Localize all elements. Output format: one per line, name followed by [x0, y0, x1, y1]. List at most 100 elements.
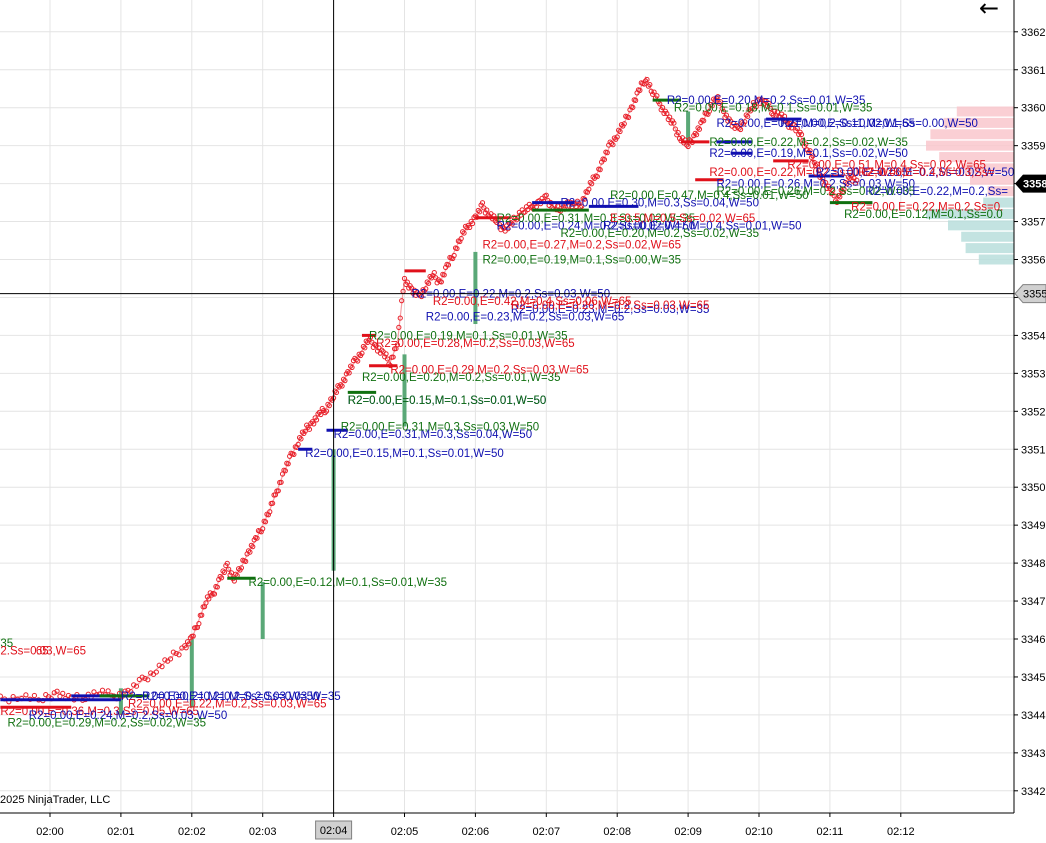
price-tick-dot — [384, 356, 391, 362]
y-axis-tick-label: 3348 — [1021, 558, 1045, 570]
price-tick-dot — [318, 411, 324, 418]
price-tick-dot — [238, 565, 245, 571]
level-annotation: R2=0.00,E=0.23,M=0.2,Ss=0.03,W=65 — [426, 311, 625, 323]
price-tick-dot — [696, 126, 703, 132]
y-axis-tick-label: 3352 — [1021, 406, 1045, 418]
price-tick-dot — [302, 428, 308, 434]
price-tick-dot — [424, 279, 430, 285]
y-axis-tick-label: 3345 — [1021, 672, 1045, 684]
x-axis-tick-label: 02:10 — [745, 826, 773, 838]
price-tick-dot — [735, 124, 741, 130]
y-axis-tick-label: 3343 — [1021, 748, 1045, 760]
x-axis-tick-label: 02:08 — [603, 826, 631, 838]
y-axis-tick-label: 3362 — [1021, 27, 1045, 39]
price-tick-dot — [823, 179, 829, 186]
price-tick-dot — [247, 549, 253, 555]
price-tick-dot — [176, 652, 182, 658]
y-axis-tick-label: 3346 — [1021, 634, 1045, 646]
level-annotation: R2=0.00,E=0.31,M=0.3,Ss=0.04,W=50 — [334, 429, 533, 441]
level-annotation: R2=0.00,E=0.47,M=0.4,Ss=0.01,W=50 — [610, 190, 809, 202]
price-tick-dot — [852, 180, 859, 186]
price-tick-dot — [345, 368, 351, 375]
level-annotation: R2=0.00,E=0.26,M=0.2,Ss=0.03,W=50 — [716, 179, 915, 191]
price-tick-dot — [275, 488, 281, 494]
level-annotation: R2=0.00,E=0.26,M=0.2,Ss=0.02,W=35 — [716, 186, 915, 198]
price-tick-dot — [340, 376, 347, 382]
price-tick-dot — [426, 280, 432, 286]
price-tick-dot — [659, 104, 666, 111]
price-tick-dot — [841, 186, 847, 192]
price-tick-dot — [749, 106, 755, 112]
level-annotation: R2=0.00,E=0.29,M=0.2,Ss=0.02,W=35 — [7, 717, 206, 729]
volume-profile-bar — [983, 197, 1014, 208]
price-tick-dot — [460, 229, 466, 235]
price-tick-dot — [715, 94, 721, 100]
level-annotation: R2=0.00,E=0.22,M=0.2,Ss=0.03,W=65 — [128, 699, 327, 711]
y-axis-tick-label: 3361 — [1021, 65, 1045, 77]
price-tick-dot — [621, 121, 627, 127]
price-tick-dot — [713, 95, 720, 101]
price-tick-dot — [625, 114, 632, 120]
price-tick-dot — [383, 351, 389, 357]
price-tick-dot — [618, 122, 625, 128]
price-tick-dot — [736, 125, 742, 131]
price-tick-dot — [798, 131, 805, 138]
crosshair-price-label: 3355 — [1023, 289, 1046, 301]
price-tick-dot — [326, 403, 332, 409]
price-tick-dot — [217, 573, 223, 580]
price-tick-dot — [394, 342, 401, 348]
price-tick-dot — [479, 200, 486, 206]
price-tick-dot — [438, 279, 444, 285]
price-tick-dot — [397, 315, 403, 321]
price-tick-dot — [737, 126, 744, 133]
price-tick-dot — [484, 207, 490, 213]
price-tick-dot — [54, 688, 60, 694]
price-tick-dot — [671, 120, 677, 126]
price-tick-dot — [579, 203, 585, 209]
price-tick-dot — [810, 153, 816, 159]
crosshair-time-marker — [315, 820, 353, 840]
level-annotation: R2=0.00,E=0.24,M=0.2,Ss=0.03,W=50 — [29, 710, 228, 722]
volume-profile-bar — [956, 106, 1014, 117]
price-tick-dot — [555, 203, 561, 209]
price-tick-dot — [431, 269, 437, 276]
level-annotation: R2=0.00,E=0.23,M=0.2,Ss=0.03,W=35 — [511, 304, 710, 316]
level-annotation: R2=0.00,E=0.12,M=0.1,Ss=0.0 — [844, 209, 1003, 221]
price-tick-dot — [91, 689, 97, 695]
price-tick-dot — [133, 683, 140, 689]
price-tick-dot — [774, 109, 781, 115]
volume-profile-bar — [926, 140, 1014, 151]
back-arrow-icon[interactable]: ← — [979, 0, 1000, 22]
y-axis-tick-label: 3356 — [1021, 255, 1045, 267]
price-tick-dot — [298, 436, 304, 442]
price-tick-dot — [325, 401, 331, 407]
price-tick-dot — [355, 358, 361, 364]
volume-bar — [118, 688, 123, 715]
price-tick-dot — [505, 226, 511, 232]
price-tick-dot — [718, 99, 724, 105]
y-axis-tick-label: 3342 — [1021, 786, 1045, 798]
price-tick-dot — [31, 692, 38, 699]
level-annotation: R2=0.00,E=0.47,M=0.4,Ss=0.01,W=50 — [603, 220, 802, 232]
price-tick-dot — [323, 408, 330, 414]
level-annotation: 35 — [0, 638, 13, 650]
price-tick-dot — [794, 125, 800, 132]
price-tick-dot — [742, 119, 748, 125]
price-tick-dot — [139, 674, 145, 680]
price-tick-dot — [651, 89, 657, 95]
price-tick-dot — [467, 224, 473, 231]
price-tick-dot — [509, 221, 515, 227]
price-tick-dot — [296, 434, 303, 441]
crosshair-time-label: 02:04 — [320, 825, 348, 837]
level-annotation: R2=0.00,E=0.22,M=0.2,Ss= — [865, 186, 1008, 198]
x-axis-tick-label: 02:09 — [674, 826, 702, 838]
price-tick-dot — [128, 689, 134, 695]
price-tick-dot — [587, 179, 593, 186]
price-tick-dot — [814, 161, 820, 167]
price-tick-dot — [837, 194, 843, 200]
volume-profile-bar — [948, 220, 1014, 231]
level-annotation: R2=0.00,E=0.21,M=0.2,Ss=0.03,W=50 — [121, 691, 320, 703]
price-tick-dot — [125, 687, 131, 693]
